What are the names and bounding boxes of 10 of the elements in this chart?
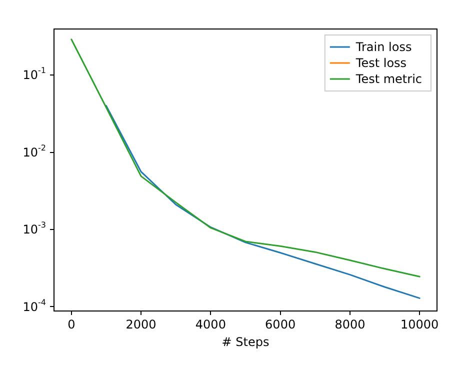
x-tick-label: 6000 bbox=[265, 317, 296, 332]
legend-label: Test metric bbox=[354, 72, 422, 86]
x-tick-label: 4000 bbox=[195, 317, 226, 332]
x-tick-label: 0 bbox=[68, 317, 76, 332]
legend-label: Train loss bbox=[354, 40, 412, 54]
x-tick-label: 8000 bbox=[334, 317, 366, 332]
x-tick-label: 2000 bbox=[126, 317, 156, 332]
x-tick-label: 10000 bbox=[400, 317, 439, 332]
legend-label: Test loss bbox=[354, 56, 407, 70]
x-axis-title: # Steps bbox=[222, 334, 270, 349]
